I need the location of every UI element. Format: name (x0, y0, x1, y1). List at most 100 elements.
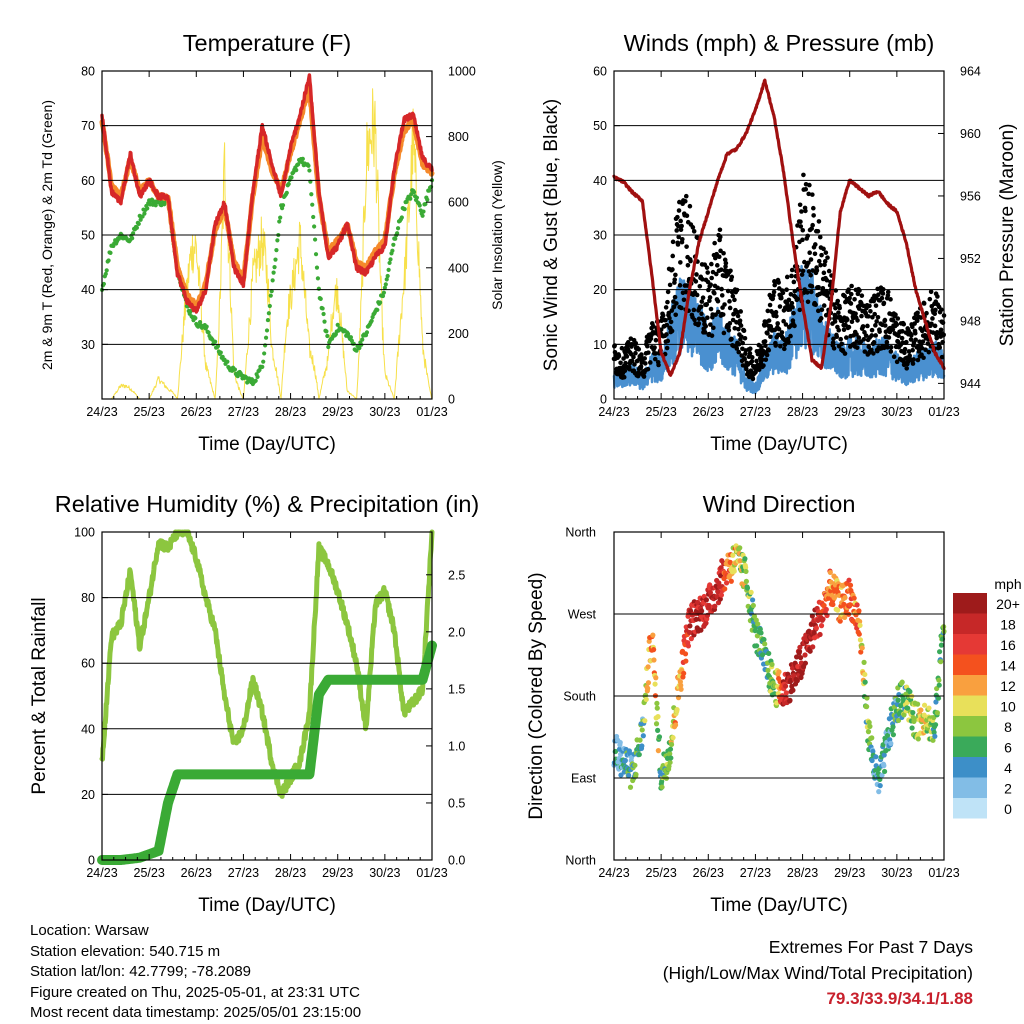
dewpoint-point (383, 282, 388, 287)
legend-label: 8 (1004, 719, 1012, 735)
direction-point (723, 580, 730, 586)
direction-point (888, 740, 894, 746)
gust-point (632, 362, 637, 367)
direction-point (797, 644, 803, 650)
dewpoint-point (378, 300, 383, 305)
gust-point (806, 191, 811, 197)
x-tick-label: 29/23 (322, 866, 353, 880)
direction-point (650, 632, 656, 638)
direction-point (737, 545, 743, 551)
gust-point (768, 334, 773, 340)
direction-point (932, 733, 938, 739)
direction-point (698, 627, 704, 633)
dewpoint-point (213, 339, 218, 344)
gust-point (923, 347, 928, 353)
gust-point (621, 356, 626, 361)
gust-point (705, 315, 710, 321)
gust-point (783, 322, 789, 327)
dewpoint-point (313, 252, 319, 257)
gust-point (934, 335, 940, 341)
direction-point (639, 727, 645, 733)
gust-point (831, 346, 837, 351)
gust-point (773, 309, 779, 315)
direction-point (905, 705, 911, 711)
direction-point (802, 652, 808, 658)
gust-point (799, 209, 804, 214)
legend-swatch (953, 695, 987, 716)
direction-point (622, 757, 628, 764)
direction-point (825, 595, 832, 601)
dewpoint-point (131, 231, 136, 236)
x-tick-label: 27/23 (228, 405, 259, 419)
gust-point (789, 267, 795, 273)
direction-point (654, 705, 660, 711)
direction-point (790, 687, 796, 693)
gust-point (683, 193, 689, 199)
gust-point (844, 335, 849, 340)
chart-title: Temperature (F) (183, 30, 351, 56)
dewpoint-point (364, 330, 370, 335)
gust-point (791, 310, 796, 316)
dewpoint-point (306, 163, 311, 168)
dewpoint-point (307, 168, 312, 173)
gust-point (682, 198, 688, 204)
direction-point (890, 732, 897, 738)
gust-point (736, 326, 741, 332)
gust-point (776, 326, 782, 332)
x-tick-label: 25/23 (646, 405, 677, 419)
direction-point (934, 710, 941, 716)
direction-point (655, 748, 661, 754)
direction-point (678, 682, 684, 688)
gust-point (831, 336, 836, 342)
gust-point (650, 323, 656, 329)
gust-point (675, 242, 681, 247)
gust-point (939, 354, 945, 360)
gust-point (821, 270, 827, 276)
direction-point (864, 704, 870, 710)
gust-point (728, 268, 733, 274)
gust-point (937, 345, 943, 350)
gust-point (742, 335, 748, 341)
gust-point (777, 304, 783, 309)
legend-label: 18 (1000, 617, 1016, 633)
legend-label: 12 (1000, 678, 1016, 694)
dewpoint-point (357, 345, 362, 351)
gust-point (723, 264, 728, 269)
direction-point (668, 755, 674, 761)
direction-point (854, 602, 860, 608)
gust-point (919, 345, 925, 351)
direction-point (627, 784, 634, 790)
gust-point (800, 237, 805, 243)
x-axis-label: Time (Day/UTC) (710, 434, 848, 455)
gust-point (680, 236, 685, 242)
gust-point (621, 374, 627, 380)
gust-point (679, 305, 684, 311)
gust-point (653, 337, 659, 343)
direction-point (842, 595, 848, 601)
direction-point (703, 597, 710, 603)
gust-point (774, 313, 779, 319)
gust-point (729, 274, 735, 280)
direction-point (932, 722, 939, 728)
direction-point (938, 659, 944, 665)
gust-point (688, 258, 693, 264)
gust-point (913, 337, 918, 343)
legend-swatch (953, 634, 987, 655)
direction-point (730, 552, 736, 558)
dewpoint-point (272, 265, 277, 270)
dewpoint-point (312, 224, 317, 229)
gust-point (912, 330, 918, 336)
direction-point (938, 642, 945, 648)
y2-tick-label: 0.5 (448, 796, 465, 810)
x-tick-label: 28/23 (787, 866, 818, 880)
gust-point (775, 321, 780, 326)
direction-point (862, 671, 868, 678)
gust-point (824, 277, 830, 283)
gust-point (868, 309, 873, 314)
gust-point (678, 227, 684, 233)
gust-point (904, 366, 910, 371)
gust-point (836, 327, 842, 333)
gust-point (675, 214, 680, 220)
dewpoint-point (104, 268, 109, 273)
gust-point (875, 314, 881, 320)
